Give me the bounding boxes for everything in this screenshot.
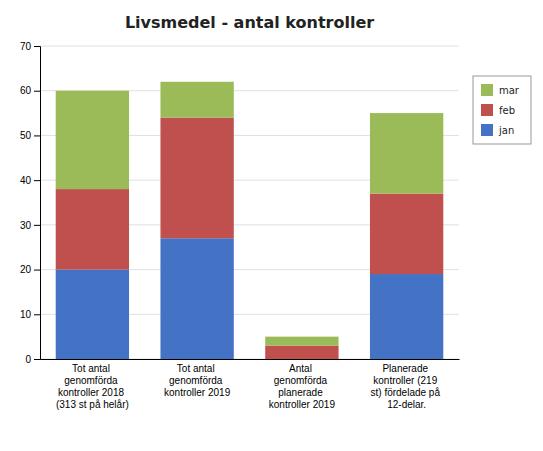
x-tick: Antal genomförda planerade kontroller 20…: [269, 363, 336, 410]
x-tick-label-line: (313 st på helår): [56, 399, 129, 410]
legend-frame: [473, 76, 531, 144]
plot-area: 0 10 20 30 40 50 60 70 Tot antal genomförda kont…: [20, 41, 460, 410]
bar-segment: [160, 118, 233, 239]
x-tick-label-line: Tot antal: [177, 363, 218, 374]
x-axis-line: [41, 359, 460, 360]
x-tick-label-line: genomförda: [274, 375, 330, 386]
legend-swatch: [481, 124, 493, 136]
x-tick-label-line: genomförda: [64, 375, 120, 386]
x-tick-label-line: st) fördelade på: [370, 387, 442, 398]
x-tick-label-line: Planerade: [382, 363, 430, 374]
y-axis-line: [34, 47, 41, 360]
y-tick-mark: [34, 359, 40, 360]
bar-segment: [265, 337, 338, 346]
bar-segment: [370, 194, 443, 274]
legend-item: jan: [481, 124, 514, 136]
legend-label: mar: [499, 85, 520, 96]
x-tick: Tot antal genomförda kontroller 2019: [164, 363, 231, 398]
y-tick-mark: [34, 225, 40, 226]
y-tick-mark: [34, 46, 40, 47]
y-tick: 0: [25, 354, 40, 365]
x-tick-label-line: planerade: [278, 387, 325, 398]
y-tick-mark: [34, 314, 40, 315]
legend-swatch: [481, 84, 493, 96]
y-tick: 30: [20, 220, 40, 231]
y-tick-mark: [34, 135, 40, 136]
bar-segment: [56, 189, 129, 269]
y-tick-label: 10: [20, 309, 32, 320]
y-tick: 50: [20, 130, 40, 141]
y-tick-label: 30: [20, 220, 32, 231]
bar-segment: [56, 91, 129, 189]
y-tick-mark: [34, 91, 40, 92]
x-tick-label: Antal genomförda planerade kontroller 20…: [269, 363, 336, 410]
y-tick: 10: [20, 309, 40, 320]
chart-container: 0 10 20 30 40 50 60 70 Tot antal genomförda kont…: [0, 0, 543, 451]
x-tick: Tot antal genomförda kontroller 2018 (31…: [56, 363, 129, 410]
y-tick-mark: [34, 270, 40, 271]
x-tick: Planerade kontroller (219 st) fördelade …: [370, 363, 442, 410]
y-tick-label: 70: [20, 41, 32, 52]
bars: [56, 82, 444, 359]
y-tick-mark: [34, 180, 40, 181]
legend: mar feb jan: [473, 76, 531, 144]
x-tick-label-line: kontroller 2018: [58, 387, 127, 398]
y-tick-label: 0: [25, 354, 31, 365]
x-tick-label-line: kontroller (219: [373, 375, 440, 386]
bar-segment: [370, 274, 443, 359]
legend-label: feb: [499, 105, 515, 116]
x-tick-label-line: kontroller 2019: [164, 387, 231, 398]
y-tick-label: 40: [20, 175, 32, 186]
legend-label: jan: [498, 125, 514, 136]
bar-segment: [370, 113, 443, 193]
x-tick-label-line: Antal: [289, 363, 315, 374]
y-tick-label: 50: [20, 130, 32, 141]
grid-line: [40, 46, 459, 47]
x-tick-label: Tot antal genomförda kontroller 2019: [164, 363, 231, 398]
grid: [40, 46, 459, 359]
y-tick: 20: [20, 264, 40, 275]
bar-segment: [160, 238, 233, 359]
x-tick-label-line: genomförda: [169, 375, 225, 386]
x-tick-label-line: kontroller 2019: [269, 399, 336, 410]
y-tick-label: 60: [20, 85, 32, 96]
x-axis: Tot antal genomförda kontroller 2018 (31…: [41, 360, 460, 411]
bar-segment: [56, 270, 129, 359]
x-tick-label-line: 12-delar.: [387, 399, 426, 410]
y-tick-label: 20: [20, 264, 32, 275]
y-tick: 60: [20, 85, 40, 96]
bar-segment: [160, 82, 233, 118]
legend-item: mar: [481, 84, 520, 96]
legend-item: feb: [481, 104, 515, 116]
bar-series: [56, 82, 444, 346]
title: Livsmedel - antal kontroller: [125, 13, 374, 32]
y-tick: 70: [20, 41, 40, 52]
x-tick-label: Planerade kontroller (219 st) fördelade …: [370, 363, 442, 410]
legend-swatch: [481, 104, 493, 116]
y-axis: 0 10 20 30 40 50 60 70: [20, 41, 41, 365]
x-tick-label: Tot antal genomförda kontroller 2018 (31…: [56, 363, 129, 410]
y-tick: 40: [20, 175, 40, 186]
x-tick-label-line: Tot antal: [72, 363, 113, 374]
bar-segment: [265, 346, 338, 359]
chart-svg: 0 10 20 30 40 50 60 70 Tot antal genomförda kont…: [0, 0, 543, 451]
